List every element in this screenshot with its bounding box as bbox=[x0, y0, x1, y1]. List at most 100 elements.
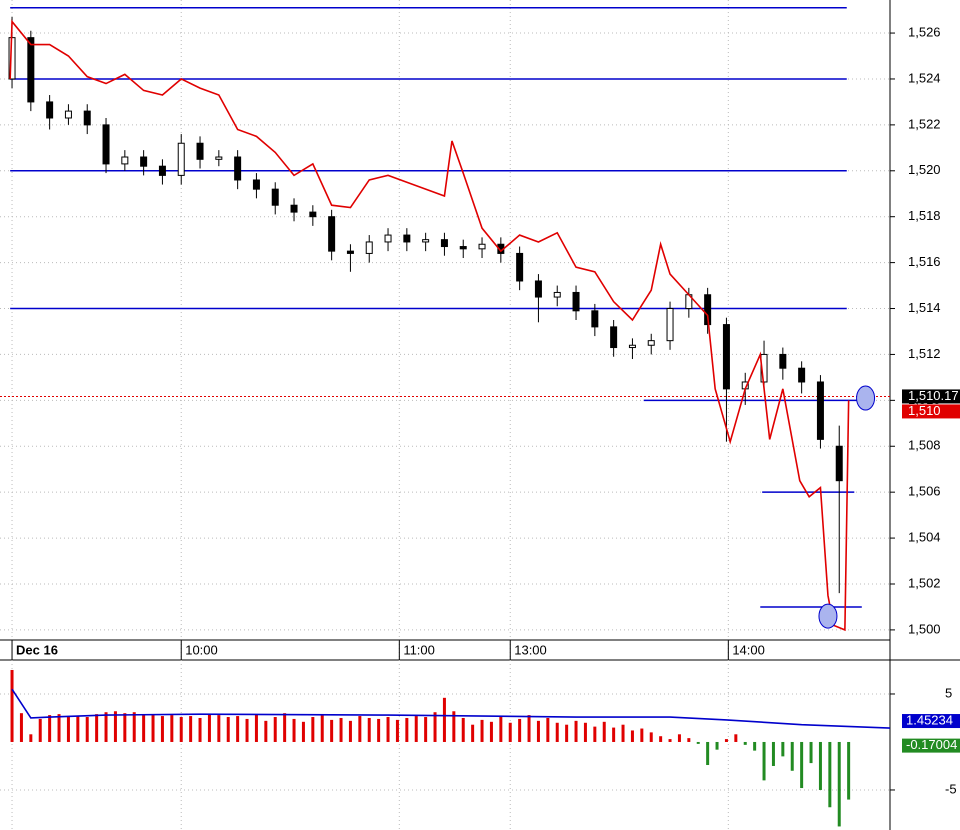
y-tick-label: 1,514 bbox=[908, 300, 941, 315]
bar bbox=[113, 711, 117, 742]
bar bbox=[358, 716, 362, 742]
candle-body bbox=[798, 367, 806, 383]
candle-body bbox=[121, 156, 129, 165]
bar bbox=[602, 721, 606, 742]
bar bbox=[132, 712, 136, 742]
bar bbox=[461, 717, 465, 742]
x-tick-label: Dec 16 bbox=[16, 642, 58, 657]
candle-body bbox=[196, 142, 204, 160]
bar bbox=[781, 741, 785, 757]
marker bbox=[856, 385, 876, 411]
candle-body bbox=[64, 110, 72, 119]
bar bbox=[76, 716, 80, 742]
bar bbox=[170, 715, 174, 742]
y-tick-label: 1,526 bbox=[908, 24, 941, 39]
candle-body bbox=[779, 353, 787, 369]
candle-body bbox=[158, 165, 166, 176]
price-label: 1,510 bbox=[908, 403, 941, 418]
bar bbox=[471, 724, 475, 742]
bar bbox=[292, 718, 296, 742]
bar bbox=[546, 717, 550, 742]
bar bbox=[630, 730, 634, 742]
bar bbox=[198, 717, 202, 742]
value-label-box bbox=[902, 714, 960, 729]
signal-line bbox=[11, 688, 891, 729]
bar bbox=[687, 738, 691, 742]
bar bbox=[160, 716, 164, 742]
bar bbox=[10, 669, 14, 742]
candle-body bbox=[234, 156, 242, 181]
bar bbox=[273, 717, 277, 742]
bar bbox=[612, 727, 616, 742]
bar bbox=[527, 715, 531, 742]
candle-body bbox=[252, 179, 260, 190]
bar bbox=[734, 734, 738, 742]
candle-body bbox=[553, 291, 561, 298]
y-tick-label: 5 bbox=[945, 685, 952, 700]
bar bbox=[621, 724, 625, 742]
bar bbox=[19, 713, 23, 742]
bar bbox=[442, 697, 446, 742]
bar bbox=[217, 715, 221, 742]
x-tick-label: 14:00 bbox=[732, 642, 765, 657]
candle-body bbox=[440, 239, 448, 248]
bar bbox=[508, 722, 512, 742]
price-label-box bbox=[902, 404, 960, 419]
overlay-line bbox=[9, 19, 850, 632]
bar bbox=[283, 713, 287, 742]
bar bbox=[499, 717, 503, 742]
bar bbox=[226, 717, 230, 742]
y-tick-label: 1,502 bbox=[908, 575, 941, 590]
bar bbox=[95, 714, 99, 742]
bar bbox=[847, 741, 851, 800]
bar bbox=[668, 739, 672, 742]
bar bbox=[574, 720, 578, 742]
candle-body bbox=[83, 110, 91, 126]
bar bbox=[762, 741, 766, 781]
candle-body bbox=[177, 142, 185, 176]
y-tick-label: 1,508 bbox=[908, 438, 941, 453]
bar bbox=[536, 720, 540, 742]
bar bbox=[104, 712, 108, 742]
bar bbox=[480, 719, 484, 742]
bar bbox=[715, 741, 719, 750]
bar bbox=[367, 717, 371, 742]
bar bbox=[677, 734, 681, 742]
candle-body bbox=[591, 310, 599, 328]
bar bbox=[790, 741, 794, 771]
bar bbox=[151, 714, 155, 742]
bar bbox=[405, 717, 409, 742]
candle-body bbox=[346, 250, 354, 254]
bar bbox=[743, 741, 747, 745]
bar bbox=[659, 736, 663, 742]
bar bbox=[452, 711, 456, 742]
bar bbox=[377, 718, 381, 742]
value-label: -0.17004 bbox=[906, 737, 957, 752]
x-tick-label: 10:00 bbox=[185, 642, 218, 657]
candle-body bbox=[102, 124, 110, 165]
y-tick-label: 1,504 bbox=[908, 530, 941, 545]
y-tick-label: 1,516 bbox=[908, 254, 941, 269]
candle-body bbox=[666, 308, 674, 342]
candle-body bbox=[628, 344, 636, 349]
candle-body bbox=[647, 340, 655, 346]
bar bbox=[818, 741, 822, 790]
candle-body bbox=[478, 243, 486, 250]
candle-body bbox=[704, 294, 712, 326]
value-label: 1.45234 bbox=[906, 712, 953, 727]
bar bbox=[555, 722, 559, 742]
bar bbox=[518, 718, 522, 742]
candle-body bbox=[816, 381, 824, 440]
candle-body bbox=[27, 37, 35, 103]
bar bbox=[245, 718, 249, 742]
bar bbox=[771, 741, 775, 766]
candle-body bbox=[422, 239, 430, 243]
y-tick-label: 1,506 bbox=[908, 484, 941, 499]
bar bbox=[724, 739, 728, 742]
bar bbox=[85, 717, 89, 742]
bar bbox=[395, 719, 399, 742]
bar bbox=[301, 721, 305, 742]
bar bbox=[696, 741, 700, 744]
bar bbox=[706, 741, 710, 766]
